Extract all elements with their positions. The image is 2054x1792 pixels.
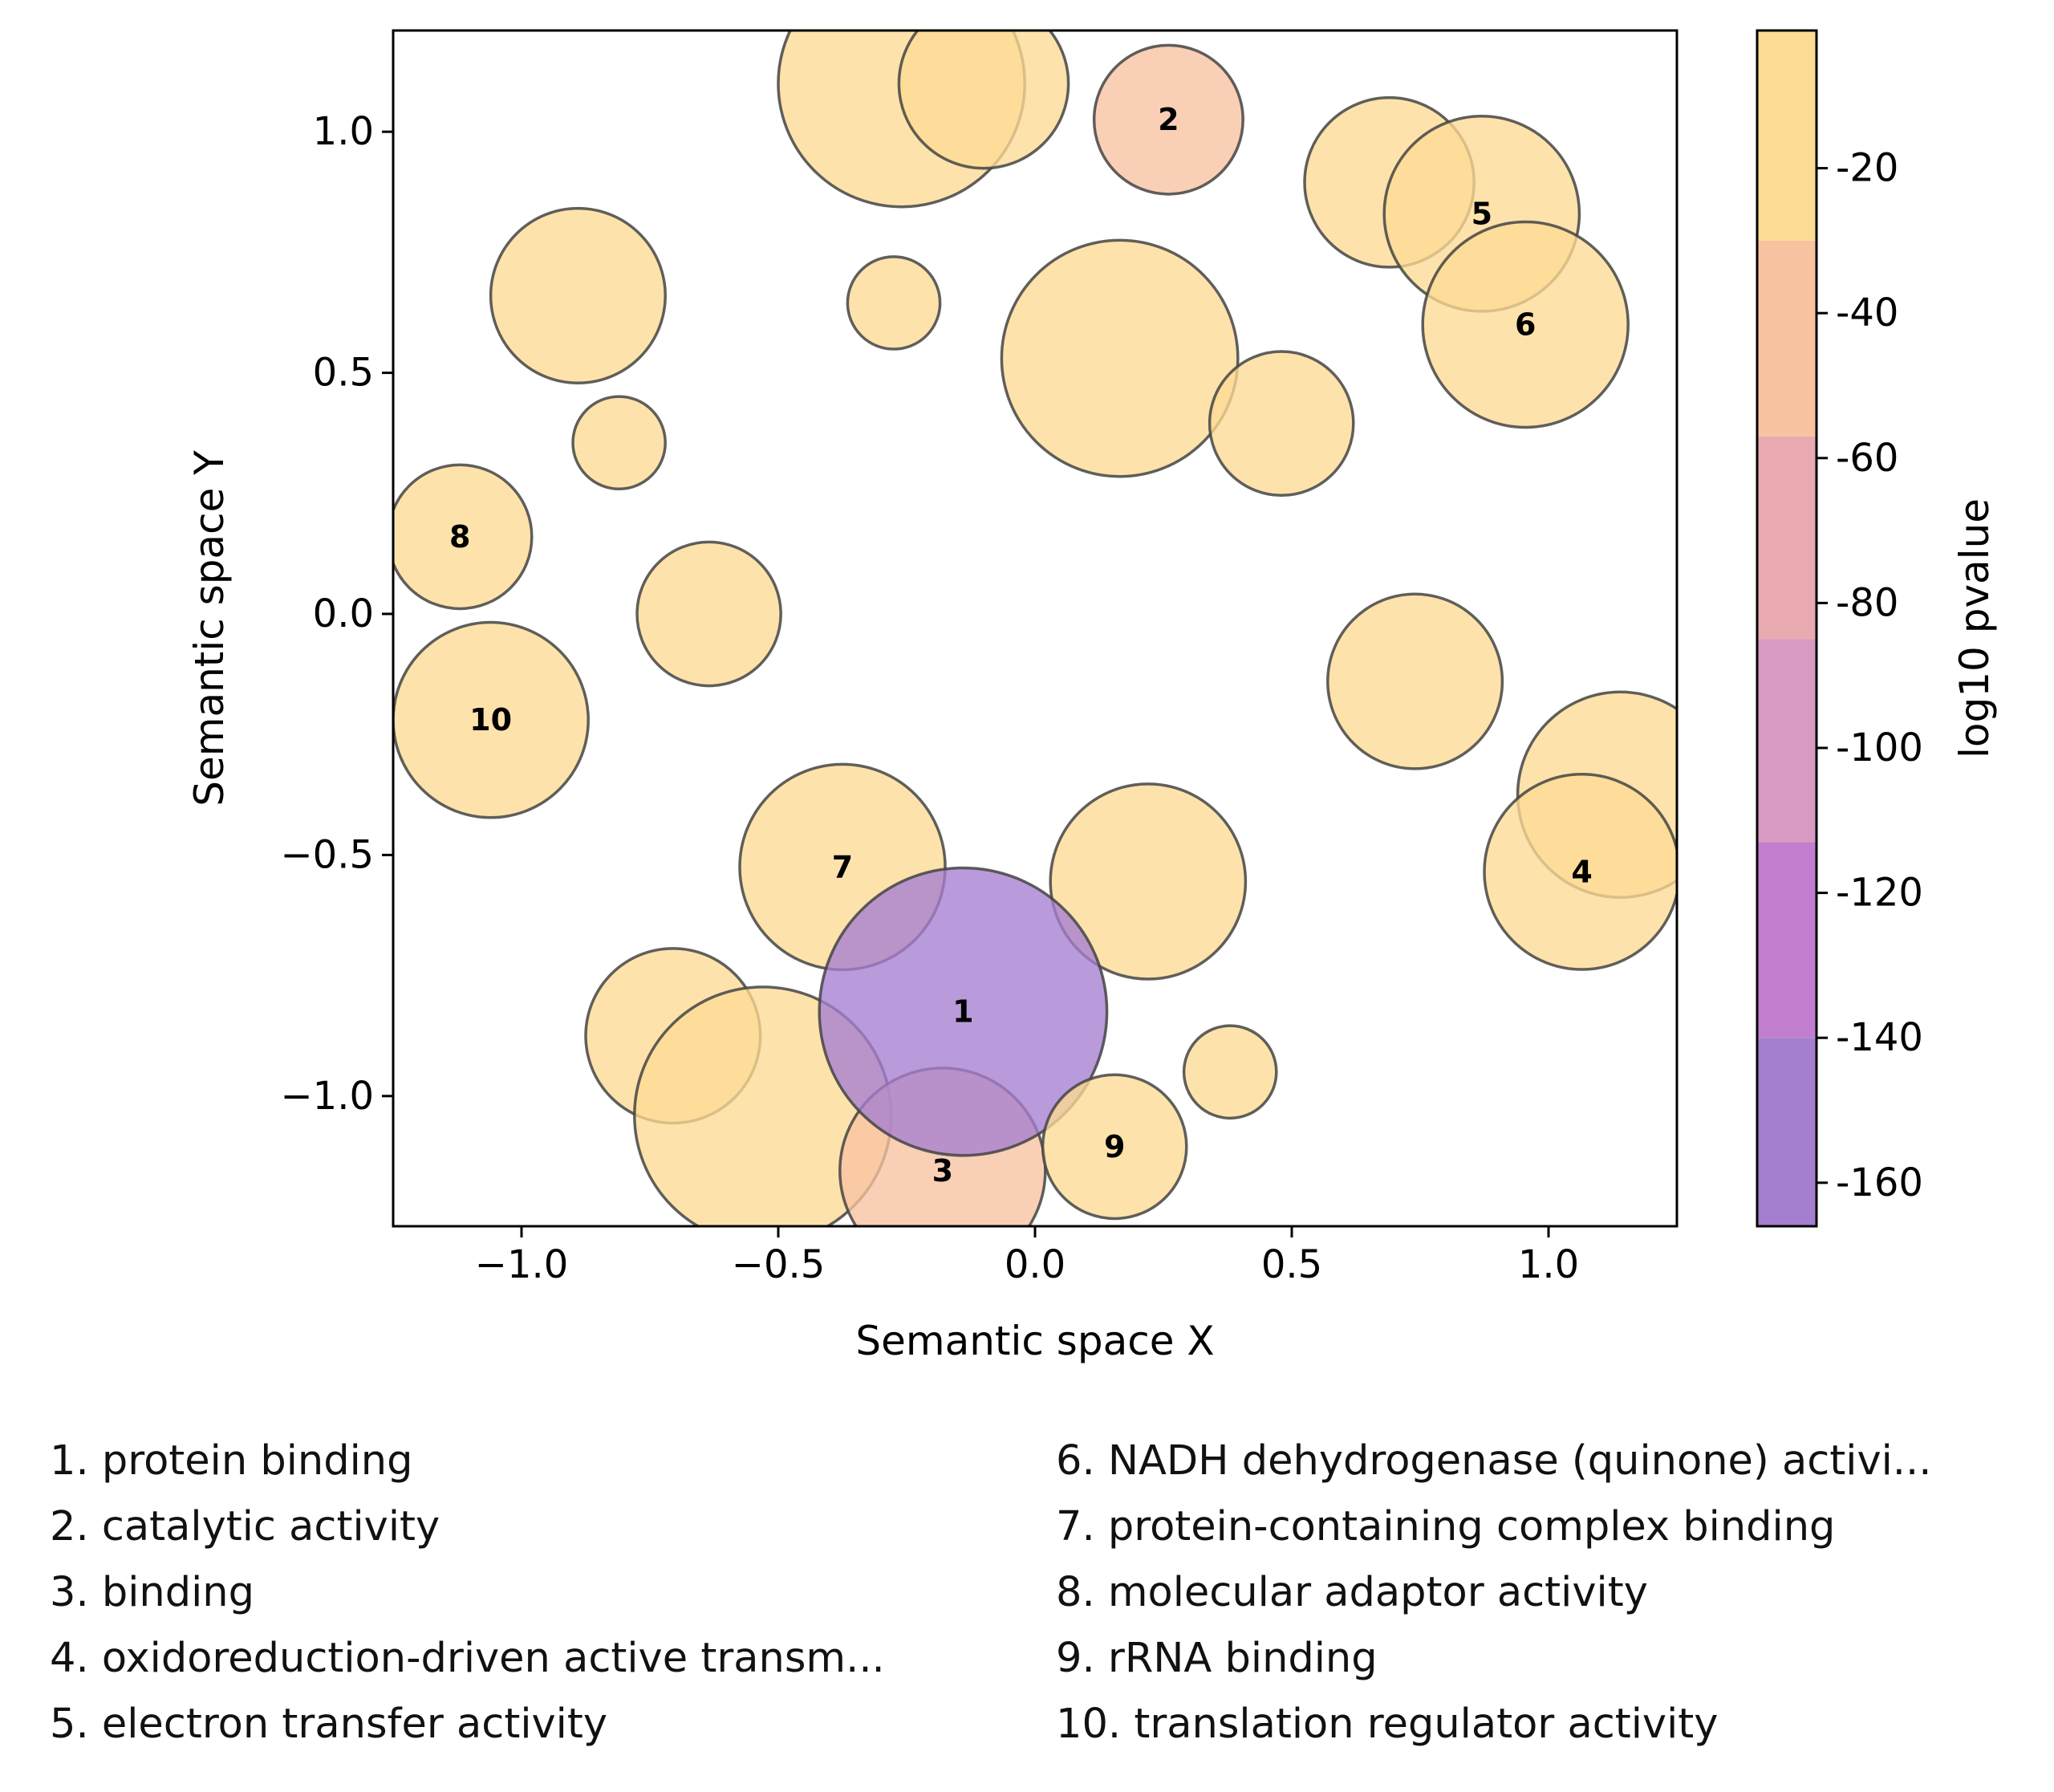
y-tick-label: −1.0	[280, 1074, 374, 1119]
bubble-term-1	[818, 866, 1109, 1157]
bubble-layer	[393, 30, 1677, 1226]
colorbar-tick-label: -80	[1836, 580, 1898, 625]
legend-item: 4. oxidoreduction-driven active transm..…	[50, 1635, 885, 1682]
bubble-2	[897, 30, 1070, 170]
x-tick-label: −0.5	[732, 1242, 826, 1287]
bubble-9	[1000, 238, 1240, 478]
legend-item: 8. molecular adaptor activity	[1056, 1569, 1648, 1616]
y-tick-label: 0.0	[313, 591, 374, 636]
colorbar-segment	[1757, 30, 1817, 241]
bubble-label-8: 8	[449, 519, 470, 555]
bubble-label-7: 7	[832, 849, 853, 884]
bubble-14	[1326, 592, 1504, 770]
bubble-term-6	[1421, 220, 1630, 429]
bubble-label-5: 5	[1471, 196, 1492, 231]
legend-item: 6. NADH dehydrogenase (quinone) activi..…	[1056, 1437, 1932, 1485]
plot-area: 2 5 6 8 10 4 7 3 1 9	[392, 29, 1679, 1228]
colorbar-segment	[1757, 436, 1817, 640]
colorbar-tick-label: -40	[1836, 291, 1898, 335]
legend-item: 2. catalytic activity	[50, 1503, 440, 1550]
bubble-term-8	[393, 463, 534, 611]
legend-item: 10. translation regulator activity	[1056, 1701, 1719, 1748]
bubble-8	[846, 255, 942, 351]
y-tick-label: 0.5	[313, 351, 374, 396]
colorbar: -20 -40 -60 -80 -100 -120 -140 -160 log10 pvalu…	[1756, 29, 1998, 1228]
colorbar-segment	[1757, 842, 1817, 1038]
x-axis: −1.0 −0.5 0.0 0.5 1.0	[475, 1226, 1579, 1287]
y-tick-label: −0.5	[280, 832, 374, 877]
bubble-10	[1208, 350, 1355, 498]
bubble-label-4: 4	[1571, 854, 1592, 889]
bubble-term-9	[1041, 1073, 1188, 1221]
x-axis-label: Semantic space X	[855, 1318, 1214, 1364]
colorbar-tick-label: -140	[1836, 1015, 1923, 1060]
legend-item: 7. protein-containing complex binding	[1056, 1503, 1836, 1550]
colorbar-tick-label: -160	[1836, 1160, 1923, 1205]
bubble-13	[635, 540, 782, 688]
bubble-term-4	[1483, 773, 1677, 971]
x-tick-label: 0.0	[1005, 1242, 1066, 1287]
bubble-label-1: 1	[952, 994, 973, 1030]
bubble-25	[1182, 1024, 1278, 1120]
legend-item: 5. electron transfer activity	[50, 1701, 608, 1748]
bubble-label-3: 3	[932, 1153, 953, 1189]
legend-item: 3. binding	[50, 1569, 254, 1616]
bubble-term-10	[393, 620, 590, 819]
y-axis: 1.0 0.5 0.0 −0.5 −1.0	[280, 109, 393, 1119]
bubble-label-2: 2	[1158, 102, 1179, 137]
colorbar-frame	[1756, 29, 1818, 1228]
colorbar-tick-label: -20	[1836, 146, 1898, 191]
bubble-term-2	[1092, 43, 1244, 196]
legend-column-2: 6. NADH dehydrogenase (quinone) activi..…	[1056, 1428, 1931, 1757]
bubble-label-10: 10	[469, 702, 512, 738]
y-tick-label: 1.0	[313, 109, 374, 154]
colorbar-segment	[1757, 1038, 1817, 1226]
x-tick-label: −1.0	[475, 1242, 569, 1287]
legend-item: 9. rRNA binding	[1056, 1635, 1378, 1682]
x-tick-label: 0.5	[1261, 1242, 1322, 1287]
y-axis-label: Semantic space Y	[186, 450, 233, 807]
legend-column-1: 1. protein binding 2. catalytic activity…	[50, 1428, 885, 1757]
x-tick-label: 1.0	[1518, 1242, 1579, 1287]
colorbar-tick-label: -60	[1836, 436, 1898, 481]
bubble-7	[489, 206, 667, 384]
colorbar-tick-label: -100	[1836, 725, 1923, 770]
colorbar-segment	[1757, 639, 1817, 843]
bubble-19	[1049, 782, 1248, 981]
bubble-label-layer: 2 5 6 8 10 4 7 3 1 9	[449, 102, 1593, 1189]
colorbar-ticks: -20 -40 -60 -80 -100 -120 -140 -160	[1817, 146, 1923, 1205]
bubble-11	[571, 395, 667, 491]
colorbar-label: log10 pvalue	[1951, 498, 1998, 758]
legend-item: 1. protein binding	[50, 1437, 413, 1485]
colorbar-segment	[1757, 240, 1817, 437]
bubble-label-6: 6	[1515, 307, 1536, 342]
colorbar-segments	[1757, 30, 1817, 1226]
bubble-label-9: 9	[1104, 1129, 1125, 1164]
colorbar-tick-label: -120	[1836, 871, 1923, 916]
